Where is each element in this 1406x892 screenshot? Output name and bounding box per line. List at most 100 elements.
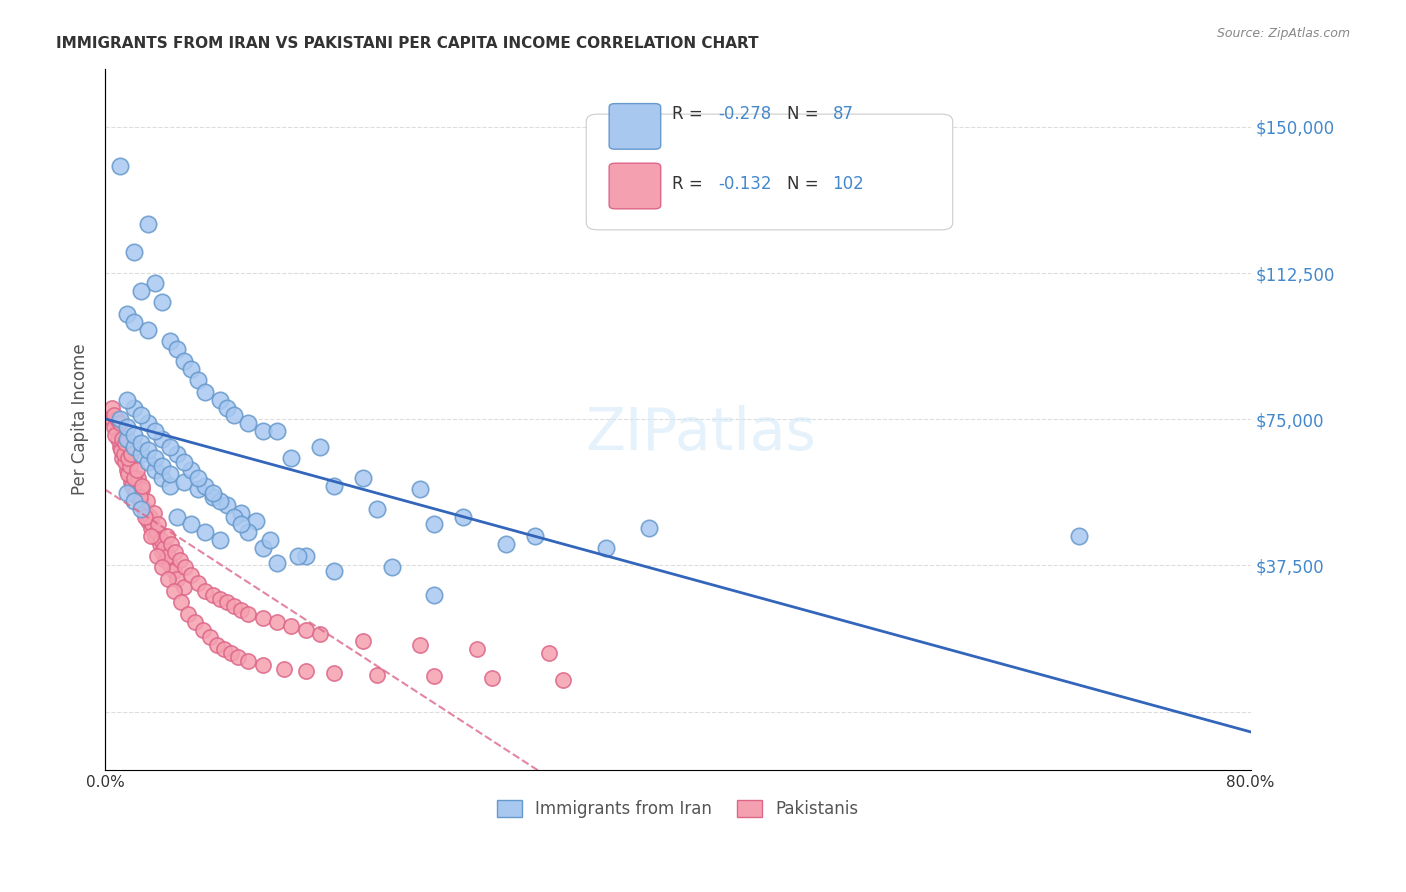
Point — [423, 588, 446, 602]
Point — [553, 673, 575, 688]
Point — [122, 483, 145, 497]
Point — [118, 458, 141, 473]
Point — [131, 478, 153, 492]
Point — [294, 664, 316, 678]
Point — [122, 401, 145, 415]
Point — [252, 611, 274, 625]
Point — [150, 533, 173, 547]
Point — [231, 603, 253, 617]
Point — [201, 486, 224, 500]
Point — [152, 432, 174, 446]
Point — [231, 517, 253, 532]
Text: Source: ZipAtlas.com: Source: ZipAtlas.com — [1216, 27, 1350, 40]
Point — [238, 654, 260, 668]
Point — [136, 514, 159, 528]
Point — [323, 478, 346, 492]
Point — [128, 494, 150, 508]
Point — [287, 549, 309, 563]
Point — [194, 525, 217, 540]
Point — [145, 525, 167, 540]
Point — [252, 424, 274, 438]
FancyBboxPatch shape — [609, 103, 661, 149]
Point — [467, 642, 489, 657]
Point — [139, 521, 162, 535]
Point — [187, 576, 209, 591]
Point — [111, 432, 134, 446]
Point — [122, 427, 145, 442]
Text: N =: N = — [787, 105, 824, 123]
Point — [107, 432, 129, 446]
Point — [215, 595, 238, 609]
Point — [122, 315, 145, 329]
Point — [1067, 529, 1090, 543]
Point — [141, 517, 163, 532]
Point — [266, 557, 288, 571]
Point — [252, 657, 274, 672]
Point — [115, 420, 138, 434]
Point — [380, 560, 402, 574]
Point — [152, 560, 174, 574]
Point — [159, 334, 181, 349]
Point — [108, 159, 131, 173]
Point — [266, 615, 288, 629]
Point — [194, 583, 217, 598]
Point — [136, 443, 159, 458]
Point — [142, 506, 165, 520]
Point — [115, 486, 138, 500]
FancyBboxPatch shape — [609, 163, 661, 209]
Point — [194, 478, 217, 492]
Point — [194, 384, 217, 399]
Point — [266, 424, 288, 438]
Point — [101, 401, 124, 415]
Point — [215, 401, 238, 415]
Text: N =: N = — [787, 175, 824, 194]
Point — [280, 451, 302, 466]
Point — [222, 509, 245, 524]
Point — [208, 533, 231, 547]
Point — [252, 541, 274, 555]
Point — [143, 276, 166, 290]
Point — [152, 471, 174, 485]
Point — [174, 560, 197, 574]
Point — [205, 638, 228, 652]
Point — [180, 568, 202, 582]
Point — [125, 463, 148, 477]
Point — [108, 416, 131, 430]
Y-axis label: Per Capita Income: Per Capita Income — [72, 343, 89, 495]
Point — [280, 619, 302, 633]
Text: R =: R = — [672, 105, 709, 123]
Point — [122, 494, 145, 508]
Point — [105, 424, 128, 438]
Point — [166, 572, 188, 586]
Point — [117, 467, 139, 481]
Text: R =: R = — [672, 175, 709, 194]
Point — [120, 447, 142, 461]
Point — [323, 564, 346, 578]
Point — [366, 667, 388, 681]
Point — [115, 463, 138, 477]
Point — [108, 440, 131, 454]
FancyBboxPatch shape — [586, 114, 953, 230]
Point — [165, 545, 187, 559]
Point — [409, 483, 432, 497]
Point — [352, 634, 374, 648]
Point — [115, 392, 138, 407]
Point — [173, 580, 195, 594]
Point — [481, 672, 503, 686]
Point — [228, 650, 250, 665]
Point — [366, 502, 388, 516]
Text: 87: 87 — [832, 105, 853, 123]
Point — [294, 549, 316, 563]
Point — [180, 517, 202, 532]
Point — [143, 424, 166, 438]
Text: ZIPatlas: ZIPatlas — [585, 405, 817, 462]
Point — [157, 549, 180, 563]
Point — [208, 591, 231, 606]
Point — [105, 412, 128, 426]
Point — [124, 486, 146, 500]
Point — [148, 517, 170, 532]
Point — [173, 475, 195, 489]
Point — [259, 533, 281, 547]
Point — [134, 509, 156, 524]
Point — [173, 353, 195, 368]
